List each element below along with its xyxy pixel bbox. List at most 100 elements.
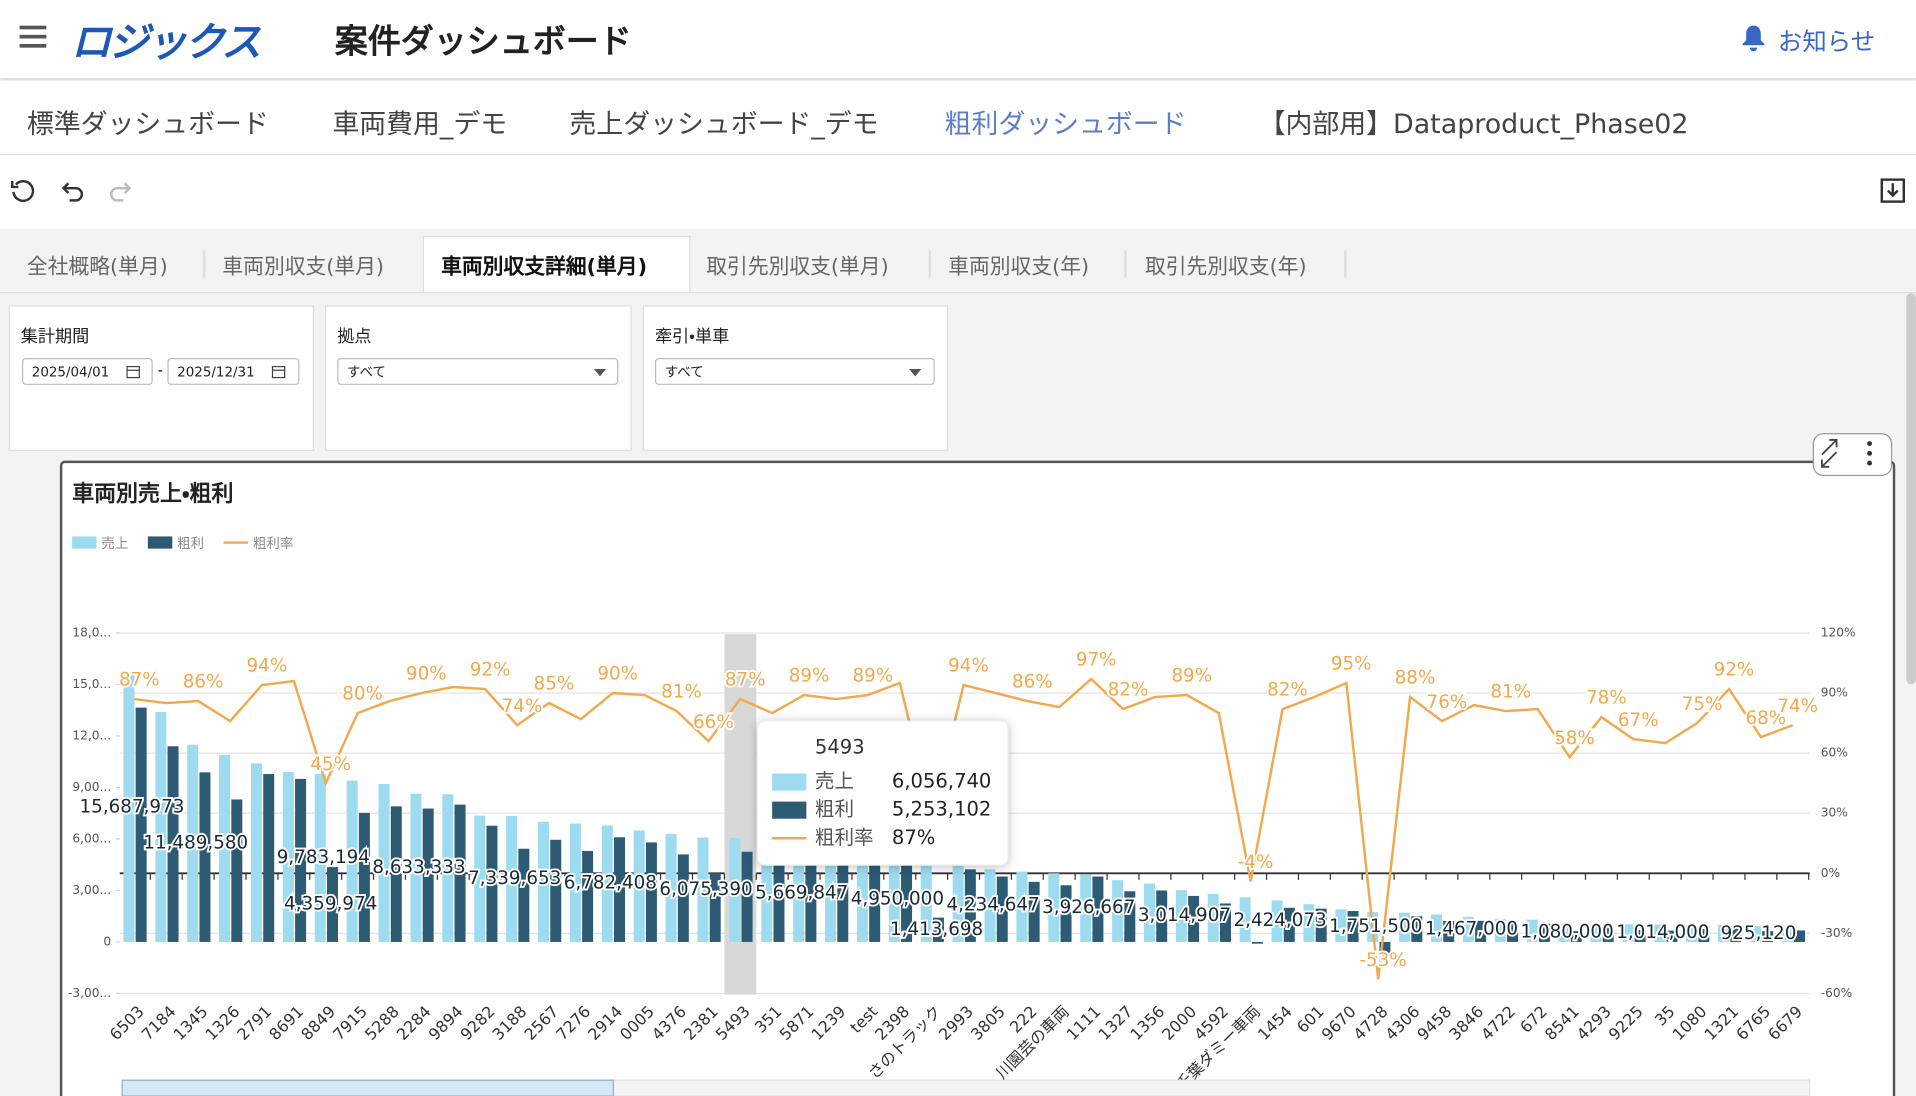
bar bbox=[984, 869, 996, 942]
bar bbox=[378, 784, 390, 942]
y2-tick-label: 0% bbox=[1821, 866, 1840, 880]
bar bbox=[219, 754, 231, 942]
bar bbox=[633, 830, 645, 942]
bar bbox=[825, 847, 837, 942]
zoom-slider[interactable] bbox=[121, 1079, 615, 1096]
download-button[interactable] bbox=[1879, 177, 1906, 204]
page-scrollbar[interactable] bbox=[1906, 293, 1916, 685]
bar bbox=[1570, 931, 1582, 942]
bar bbox=[422, 808, 434, 942]
bar-value-label: 1,751,500 bbox=[1329, 916, 1422, 937]
x-tick-label: 5288 bbox=[361, 1002, 403, 1044]
bar bbox=[550, 839, 562, 942]
y-tick-label: 3,00... bbox=[72, 883, 111, 897]
subtab[interactable]: 車両別収支(年) bbox=[948, 255, 1090, 280]
nav-tab-active[interactable]: 粗利ダッシュボード bbox=[944, 109, 1187, 141]
bar bbox=[1112, 880, 1124, 942]
x-tick-label: 2791 bbox=[233, 1002, 275, 1044]
x-tick-label: 4306 bbox=[1381, 1002, 1423, 1044]
nav-tab[interactable]: 売上ダッシュボード_デモ bbox=[569, 109, 879, 141]
x-tick-label: 1356 bbox=[1126, 1002, 1168, 1044]
select-value: すべて bbox=[347, 364, 386, 381]
filter-label: 集計期間 bbox=[20, 327, 90, 348]
filter-card: 牽引・単車 すべて bbox=[642, 305, 949, 451]
bar bbox=[1730, 926, 1742, 942]
date-from: 2025/04/01 bbox=[31, 364, 110, 381]
bar bbox=[1622, 924, 1634, 942]
bar bbox=[1698, 929, 1710, 942]
bar bbox=[506, 815, 518, 942]
line-value-label: 45% bbox=[310, 754, 351, 775]
undo-button[interactable] bbox=[59, 177, 86, 204]
subtab[interactable]: 全社概略(単月) bbox=[26, 255, 168, 280]
bar bbox=[1654, 924, 1666, 942]
bar bbox=[964, 869, 976, 942]
x-tick-label: 4376 bbox=[648, 1002, 690, 1044]
bar bbox=[901, 861, 913, 942]
bar bbox=[326, 867, 338, 942]
x-tick-label: 6765 bbox=[1732, 1002, 1774, 1044]
chart-menu-button[interactable] bbox=[1867, 441, 1873, 466]
bar-value-label: 5,669,847 bbox=[755, 882, 848, 903]
subtab[interactable]: 取引先別収支(年) bbox=[1144, 255, 1307, 280]
line-value-label: 87% bbox=[119, 670, 160, 691]
select[interactable]: すべて bbox=[654, 358, 935, 385]
expand-button[interactable] bbox=[1820, 438, 1838, 468]
dropdown-arrow bbox=[593, 369, 607, 377]
line-value-label: 75% bbox=[1682, 694, 1723, 715]
x-tick-label: 2381 bbox=[680, 1002, 722, 1044]
x-tick-label: 7915 bbox=[329, 1002, 371, 1044]
x-tick-label: 2284 bbox=[393, 1002, 435, 1044]
x-tick-label: 3805 bbox=[967, 1002, 1009, 1044]
x-tick-label: 9670 bbox=[1318, 1002, 1360, 1044]
select[interactable]: すべて bbox=[337, 358, 619, 385]
line-value-label: -53% bbox=[1359, 950, 1406, 971]
refresh-button[interactable] bbox=[10, 177, 37, 204]
date-input[interactable]: 2025/12/31 bbox=[167, 358, 300, 385]
x-tick-label: 1321 bbox=[1700, 1002, 1742, 1044]
bar bbox=[1443, 920, 1455, 942]
bar bbox=[1188, 895, 1200, 942]
x-tick-label: 2914 bbox=[584, 1002, 626, 1044]
bar bbox=[1558, 923, 1570, 942]
bar bbox=[1781, 926, 1793, 942]
line-value-label: 58% bbox=[1554, 728, 1595, 749]
x-tick-label: 8849 bbox=[297, 1002, 339, 1044]
line-value-label: 81% bbox=[1490, 682, 1531, 703]
nav-tab[interactable]: 車両費用_デモ bbox=[332, 109, 508, 141]
y-tick-label: 12,0... bbox=[72, 728, 111, 742]
bar bbox=[1175, 890, 1187, 942]
line-value-label: 74% bbox=[1777, 696, 1818, 717]
date-input[interactable]: 2025/04/01 bbox=[21, 358, 153, 385]
line-value-label: 95% bbox=[1331, 654, 1372, 675]
bar bbox=[1283, 907, 1295, 942]
notice-link[interactable]: お知らせ bbox=[1777, 26, 1876, 57]
x-tick-label: 2993 bbox=[935, 1002, 977, 1044]
bar bbox=[1315, 908, 1327, 942]
bar bbox=[869, 861, 881, 942]
tooltip-swatch bbox=[772, 773, 807, 791]
legend-label: 粗利率 bbox=[253, 536, 293, 552]
bar bbox=[805, 855, 817, 942]
subtab-separator bbox=[202, 250, 206, 278]
bar bbox=[837, 859, 849, 942]
nav-tab[interactable]: 【内部用】Dataproduct_Phase02 bbox=[1258, 109, 1689, 141]
logo[interactable]: ロジックス bbox=[70, 18, 262, 66]
menu-button[interactable] bbox=[19, 24, 47, 48]
nav-tab[interactable]: 標準ダッシュボード bbox=[26, 109, 269, 141]
x-tick-label: 4722 bbox=[1477, 1002, 1519, 1044]
bar bbox=[1794, 930, 1806, 942]
bar bbox=[295, 778, 307, 942]
subtab[interactable]: 取引先別収支(単月) bbox=[706, 255, 889, 280]
redo-button[interactable] bbox=[108, 177, 135, 204]
subtab-active[interactable]: 車両別収支詳細(単月) bbox=[441, 255, 648, 280]
bar bbox=[1634, 930, 1646, 942]
bell-icon[interactable] bbox=[1740, 23, 1767, 52]
bar bbox=[358, 812, 370, 942]
bar bbox=[1060, 885, 1072, 942]
subtab[interactable]: 車両別収支(単月) bbox=[222, 255, 385, 280]
bar-value-label: 3,926,667 bbox=[1042, 897, 1135, 918]
